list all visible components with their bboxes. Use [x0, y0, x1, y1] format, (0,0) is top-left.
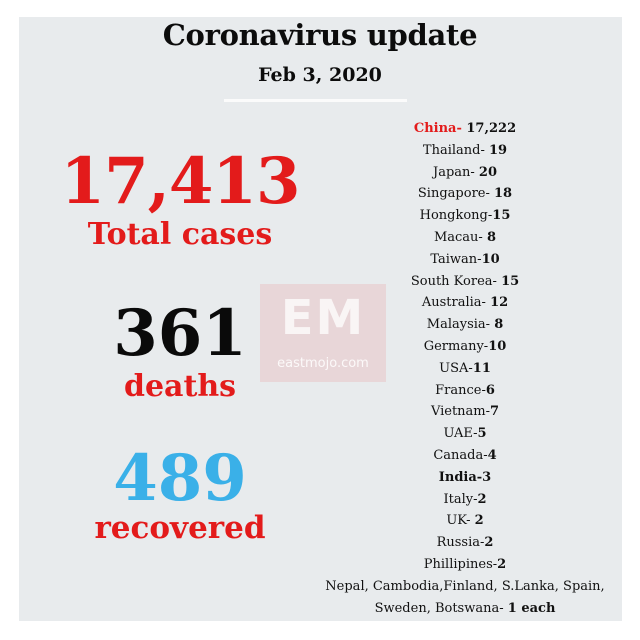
country-row: Macau- 8 [300, 227, 630, 249]
title-divider [224, 99, 407, 102]
country-name: Japan- [432, 164, 479, 180]
watermark-logo: EM [280, 290, 366, 346]
deaths-value: 361 [113, 296, 247, 371]
country-row: UK- 2 [300, 510, 630, 532]
country-name: Phillipines- [423, 556, 498, 572]
country-count: 8 [486, 229, 497, 245]
country-name: Nepal, Cambodia,Finland, S.Lanka, Spain, [325, 578, 605, 594]
country-row: Germany-10 [300, 336, 630, 358]
country-row: Phillipines-2 [300, 554, 630, 576]
country-row: Canada-4 [300, 445, 630, 467]
country-row: France-6 [300, 380, 630, 402]
watermark-url: eastmojo.com [277, 356, 369, 371]
country-row: South Korea- 15 [300, 271, 630, 293]
country-name: Australia- [421, 295, 491, 311]
country-name: China- [413, 121, 467, 136]
country-name: UAE- [443, 426, 478, 442]
country-count: 5 [477, 426, 487, 442]
country-count: 7 [490, 404, 500, 420]
country-name: Vietnam- [430, 404, 491, 420]
country-count: 4 [487, 447, 497, 463]
eastmojo-watermark: EM eastmojo.com [260, 284, 386, 382]
country-row: Russia-2 [300, 532, 630, 554]
country-name: Sweden, Botswana- [374, 600, 508, 616]
country-count: 2 [474, 513, 484, 529]
country-row: Nepal, Cambodia,Finland, S.Lanka, Spain, [300, 576, 630, 598]
country-name: Germany- [423, 338, 489, 354]
country-count: 12 [490, 295, 509, 311]
country-name: South Korea- [410, 273, 502, 289]
infographic-card [19, 17, 622, 621]
country-row: USA-11 [300, 358, 630, 380]
country-name: Canada- [433, 447, 488, 463]
country-count: 1 each [507, 600, 556, 616]
country-name: France- [435, 382, 486, 398]
recovered-value: 489 [113, 441, 247, 516]
country-row: Hongkong-15 [300, 205, 630, 227]
country-name: Malaysia- [426, 317, 495, 333]
country-case-list: China- 17,222 Thailand- 19 Japan- 20 Singap… [300, 118, 630, 619]
recovered-label: recovered [94, 510, 266, 546]
country-name: Russia- [436, 535, 485, 551]
country-name: Thailand- [422, 142, 489, 158]
country-row: India-3 [300, 467, 630, 489]
country-count: 2 [484, 535, 494, 551]
country-count: 3 [482, 469, 492, 485]
country-row: Italy-2 [300, 489, 630, 511]
country-name: Macau- [433, 229, 487, 245]
country-row: Taiwan-10 [300, 249, 630, 271]
country-name: Hongkong- [419, 208, 493, 224]
total-cases-value: 17,413 [60, 144, 301, 219]
country-row: Malaysia- 8 [300, 314, 630, 336]
page-title: Coronavirus update [162, 18, 478, 52]
country-count: 10 [488, 338, 507, 354]
country-row: Singapore- 18 [300, 183, 630, 205]
country-row: Vietnam-7 [300, 401, 630, 423]
country-row: Sweden, Botswana- 1 each [300, 598, 630, 620]
country-name: Singapore- [417, 186, 494, 202]
country-name: Taiwan- [430, 251, 482, 267]
update-date: Feb 3, 2020 [258, 64, 382, 86]
country-row: China- 17,222 [300, 118, 630, 140]
country-row: Thailand- 19 [300, 140, 630, 162]
country-count: 8 [494, 317, 504, 333]
country-count: 10 [481, 251, 500, 267]
country-row: UAE-5 [300, 423, 630, 445]
country-count: 6 [485, 382, 495, 398]
deaths-label: deaths [123, 369, 237, 404]
country-name: UK- [446, 513, 475, 529]
country-name: USA- [439, 360, 473, 376]
country-count: 20 [478, 164, 498, 180]
country-count: 2 [477, 491, 487, 507]
country-count: 18 [494, 186, 513, 202]
country-count: 19 [489, 142, 508, 158]
total-cases-label: Total cases [87, 217, 273, 252]
country-name: India- [438, 469, 483, 485]
country-row: Australia- 12 [300, 292, 630, 314]
country-count: 15 [501, 273, 520, 289]
country-count: 15 [492, 208, 511, 224]
country-count: 17,222 [466, 121, 517, 136]
country-row: Japan- 20 [300, 162, 630, 184]
country-count: 11 [472, 360, 491, 376]
country-name: Italy- [443, 491, 478, 507]
country-count: 2 [497, 556, 507, 572]
